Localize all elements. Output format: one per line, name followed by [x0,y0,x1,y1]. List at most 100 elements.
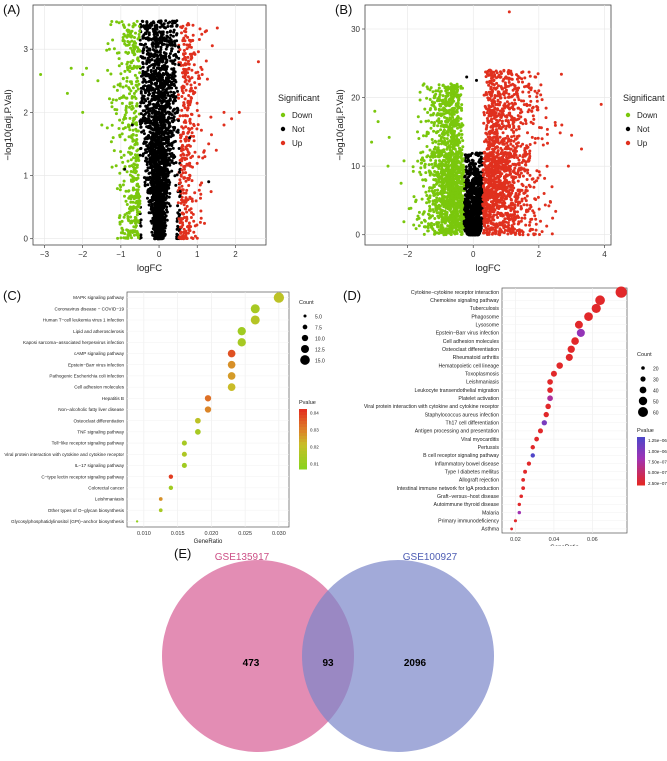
data-point-down [134,45,138,48]
data-point-not [154,190,158,193]
data-point-down [126,215,130,218]
data-point-up [185,162,189,166]
data-point-not [167,131,170,135]
panel-label-a: (A) [3,2,21,17]
data-point-down [111,98,115,102]
data-point-down [85,66,88,70]
data-point-not [170,67,174,71]
data-point-up [181,217,185,221]
data-point-not [143,78,147,82]
data-point-down [123,113,127,117]
data-point-up [180,108,184,112]
data-point-not [166,103,170,107]
data-point-down [135,189,139,193]
data-point-not [165,218,169,222]
data-point-up [495,154,499,158]
data-point-down [409,206,413,210]
data-point-down [423,107,427,111]
data-point-down [116,236,120,240]
x-tick-label: 0 [157,250,162,259]
data-point-up [215,26,219,30]
data-point-down [131,200,135,204]
data-point-not [158,188,162,192]
data-point-not [145,107,149,111]
data-point-down [132,233,136,237]
data-point-not [165,158,169,162]
data-point-not [162,84,166,88]
data-point-down [119,72,123,76]
data-point-up [551,216,555,220]
data-point-up [182,42,186,46]
data-point-not [159,31,163,35]
data-point-not [162,160,166,164]
data-point-down [125,203,129,206]
data-point-not [153,177,157,181]
data-point-up [187,38,191,42]
data-point-not [159,162,163,165]
data-point-not [165,205,169,209]
data-point-down [124,111,128,114]
data-point-not [147,93,151,97]
data-point-down [112,85,116,89]
data-point-not [155,115,159,119]
data-point-not [153,203,157,206]
data-point-down [134,97,138,100]
data-point-not [160,215,164,219]
data-point-up [514,102,517,106]
data-point-up [198,183,202,187]
data-point-up [181,199,185,203]
data-point-not [175,219,179,223]
data-point-up [184,58,188,62]
data-point-not [176,211,180,215]
data-point-not [173,44,177,48]
data-point-not [175,227,179,231]
data-point-not [147,84,151,88]
data-point-not [150,147,154,151]
data-point-down [127,23,131,27]
data-point-down [125,170,129,174]
data-point-not [188,136,192,140]
data-point-not [145,137,149,141]
data-point-up [517,158,521,162]
data-point-up [184,145,188,149]
data-point-down [130,205,134,209]
data-point-up [200,73,204,76]
data-point-not [161,131,165,135]
data-point-not [159,45,163,49]
data-point-not [169,116,173,120]
data-point-not [175,19,179,23]
data-point-down [133,215,137,219]
legend-title: Significant [278,93,320,103]
data-point-down [105,48,109,52]
data-point-not [173,74,177,78]
data-point-down [120,132,124,136]
data-point-not [149,219,153,223]
data-point-not [145,88,148,92]
data-point-not [167,126,171,130]
data-point-down [111,38,115,42]
data-point-up [179,163,183,167]
y-axis-label: −log10(adj.P.Val) [3,89,14,160]
data-point-not [162,22,166,26]
data-point-up [205,77,209,81]
data-point-down [128,116,132,120]
data-point-up [205,29,208,33]
data-point-down [130,95,134,98]
data-point-up [181,57,185,61]
data-point-not [169,154,173,158]
data-point-down [130,34,134,38]
x-axis-label: logFC [137,263,162,274]
data-point-up [500,122,504,126]
data-point-not [155,155,159,159]
data-point-down [424,171,428,175]
data-point-down [121,23,125,27]
data-point-not [171,22,174,25]
data-point-not [168,149,171,152]
data-point-up [528,223,531,227]
data-point-up [185,47,189,51]
data-point-not [143,141,147,145]
data-point-down [127,135,131,139]
data-point-up [182,176,186,180]
data-point-up [191,23,195,27]
data-point-not [152,30,156,33]
